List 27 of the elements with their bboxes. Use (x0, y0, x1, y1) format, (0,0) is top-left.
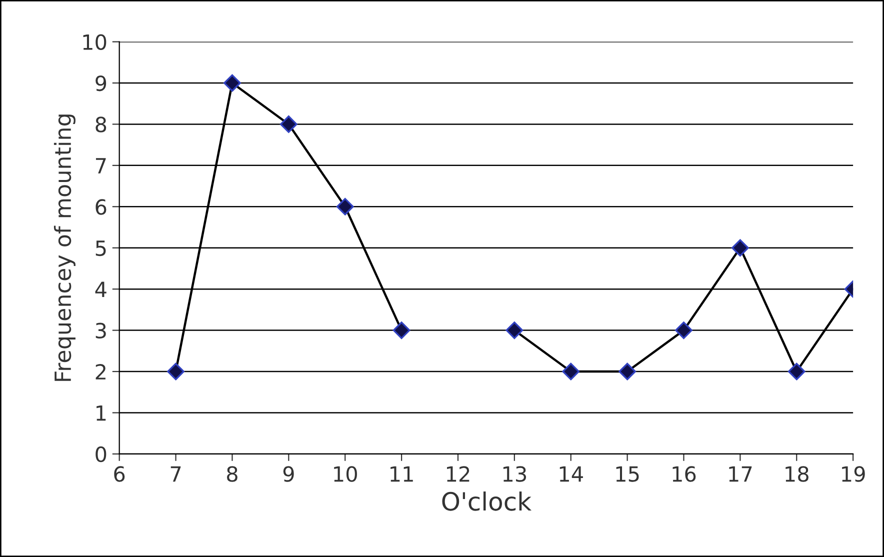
x-tick-label: 15 (616, 466, 639, 482)
y-tick-label: 8 (96, 116, 106, 132)
y-tick-label: 5 (96, 240, 106, 256)
y-tick-label: 9 (96, 75, 106, 92)
x-tick-label: 19 (842, 466, 865, 482)
x-tick-label: 18 (786, 466, 808, 482)
x-tick-label: 17 (729, 466, 752, 482)
x-tick-label: 10 (334, 466, 357, 482)
y-tick-label: 6 (96, 199, 106, 215)
x-tick-label: 14 (560, 466, 583, 482)
y-tick-label: 10 (83, 34, 106, 50)
y-tick-label: 0 (96, 446, 106, 462)
y-tick-label: 4 (95, 282, 106, 297)
x-tick-label: 13 (503, 466, 526, 482)
x-axis-title: O'clock (442, 491, 532, 511)
x-tick-label: 12 (447, 466, 470, 482)
y-tick-label: 1 (96, 405, 106, 421)
x-tick-label: 8 (227, 466, 238, 482)
y-tick-label: 2 (96, 364, 106, 380)
x-tick-label: 7 (170, 466, 181, 482)
y-axis-title: Frequencey of mounting (54, 114, 76, 381)
y-tick-label: 7 (96, 158, 106, 174)
x-tick-label: 6 (114, 466, 125, 482)
x-tick-label: 11 (390, 466, 413, 482)
x-tick-label: 16 (672, 466, 696, 482)
y-tick-label: 3 (96, 322, 106, 339)
x-tick-label: 9 (283, 466, 294, 482)
